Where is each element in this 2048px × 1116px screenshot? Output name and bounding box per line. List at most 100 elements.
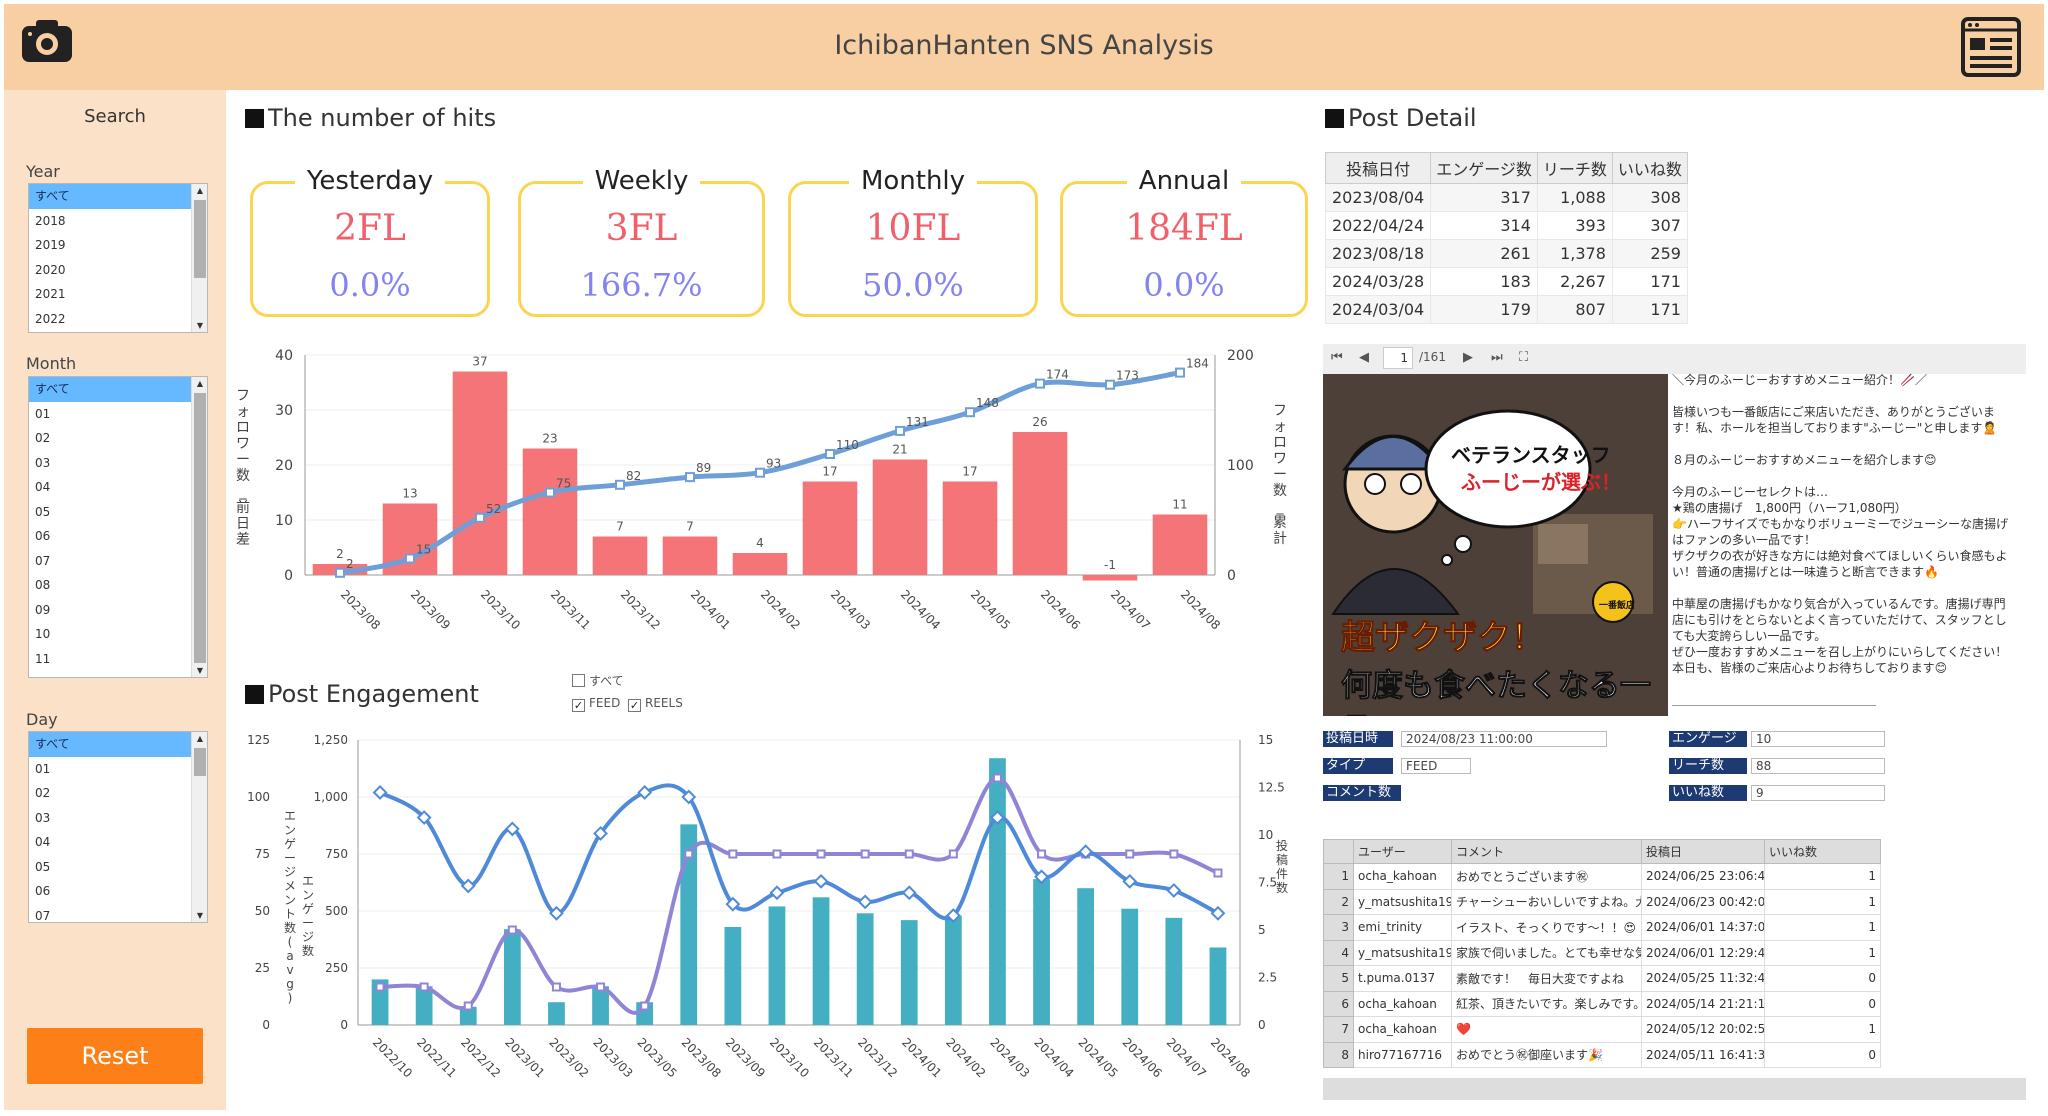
post-image[interactable]: ベテランスタッフ ふーじーが選ぶ！ 一番飯店 超ザクザク！ 何度も食べたくなる一… — [1323, 374, 1668, 716]
line-point[interactable] — [615, 479, 625, 490]
engagement-avg-point[interactable] — [945, 908, 961, 923]
day-option[interactable]: 06 — [35, 884, 51, 898]
scroll-up-icon[interactable]: ▲ — [196, 379, 204, 388]
post-count-point[interactable] — [507, 925, 517, 935]
table-row[interactable]: 6 ocha_kahoan 紅茶、頂きたいです。楽しみです。 2024/05/14 2… — [1323, 990, 1881, 1017]
bar[interactable] — [459, 1006, 477, 1025]
bar[interactable] — [592, 536, 648, 576]
column-header[interactable]: エンゲージ数 — [1430, 152, 1538, 184]
prev-page-icon[interactable]: ◀ — [1359, 350, 1369, 365]
table-row[interactable]: 2y_matsushita1990チャーシューおいしいですよね。大好きです！20… — [1323, 888, 1881, 915]
line-point[interactable] — [545, 487, 555, 498]
column-header[interactable]: 投稿日付 — [1324, 152, 1432, 184]
bar[interactable] — [802, 481, 858, 576]
line-point[interactable] — [1175, 367, 1185, 378]
engagement-avg-point[interactable] — [1166, 883, 1182, 898]
year-option[interactable]: すべて — [29, 184, 207, 209]
bar[interactable] — [724, 926, 742, 1025]
table-row[interactable]: 2024/03/04 179 807 171 — [1324, 295, 1688, 324]
post-count-point[interactable] — [684, 849, 694, 859]
post-count-point[interactable] — [419, 982, 429, 992]
engagement-avg-point[interactable] — [1210, 905, 1226, 921]
filter-all-checkbox[interactable]: すべて — [572, 672, 624, 689]
engagement-avg-point[interactable] — [1122, 873, 1138, 889]
bar[interactable] — [872, 459, 928, 576]
scroll-down-icon[interactable]: ▼ — [196, 911, 204, 920]
bar[interactable] — [942, 481, 998, 576]
month-scrollbar[interactable]: ▲ ▼ — [191, 377, 207, 677]
engagement-avg-point[interactable] — [901, 885, 917, 901]
year-listbox[interactable]: すべて 2018 2019 2020 2021 2022 ▲ ▼ — [28, 183, 208, 333]
day-option[interactable]: 07 — [35, 908, 51, 923]
engagement-avg-point[interactable] — [504, 821, 520, 837]
line-point[interactable] — [405, 553, 415, 564]
page-number-input[interactable]: 1 — [1383, 347, 1413, 369]
post-count-point[interactable] — [948, 849, 958, 859]
bar[interactable] — [1152, 514, 1208, 576]
post-count-point[interactable] — [375, 982, 385, 992]
bar[interactable] — [768, 906, 786, 1025]
line-point[interactable] — [825, 449, 835, 459]
table-row[interactable]: 8 hiro77167716 おめでとう㊗御座います🎉 2024/05/11 16:4… — [1323, 1041, 1881, 1068]
month-option[interactable]: 02 — [35, 431, 51, 445]
column-header[interactable]: いいね数 — [1764, 839, 1881, 864]
bar[interactable] — [1077, 888, 1095, 1025]
engagement-avg-point[interactable] — [593, 826, 608, 841]
bar[interactable] — [1165, 917, 1183, 1025]
line-point[interactable] — [1105, 379, 1115, 390]
bar[interactable] — [1209, 947, 1227, 1025]
bar[interactable] — [662, 536, 718, 576]
post-count-point[interactable] — [904, 849, 914, 859]
engagement-avg-point[interactable] — [372, 785, 388, 800]
month-option[interactable]: 10 — [35, 627, 51, 641]
table-row[interactable]: 2024/03/28 183 2,267 171 — [1324, 267, 1688, 296]
engagement-avg-point[interactable] — [1078, 844, 1094, 860]
month-option[interactable]: 11 — [35, 651, 51, 666]
bar[interactable] — [812, 897, 830, 1025]
scroll-down-icon[interactable]: ▼ — [196, 321, 204, 330]
month-option[interactable]: 07 — [35, 553, 51, 568]
engagement-avg-point[interactable] — [637, 785, 653, 800]
table-row[interactable]: 7 ocha_kahoan ❤️ 2024/05/12 20:02:59 1 — [1323, 1016, 1881, 1043]
bar[interactable] — [1121, 908, 1139, 1025]
bar[interactable] — [522, 448, 578, 576]
table-row[interactable]: 2023/08/18 261 1,378 259 — [1324, 239, 1688, 268]
year-option[interactable]: 2019 — [35, 238, 66, 252]
post-count-point[interactable] — [640, 1001, 650, 1011]
bar[interactable] — [680, 824, 698, 1025]
engagement-avg-point[interactable] — [416, 810, 432, 825]
post-count-point[interactable] — [463, 1001, 473, 1011]
post-count-point[interactable] — [1213, 868, 1223, 878]
month-option[interactable]: 08 — [35, 578, 51, 592]
bar[interactable] — [415, 986, 433, 1025]
bar[interactable] — [452, 371, 508, 576]
bar[interactable] — [548, 1002, 565, 1025]
column-header[interactable] — [1323, 839, 1354, 864]
post-count-point[interactable] — [596, 982, 606, 992]
table-row[interactable]: 3 emi_trinity イラスト、そっくりです～！！😍 2024/06/01 14… — [1323, 914, 1881, 941]
year-option[interactable]: 2018 — [35, 213, 66, 228]
comments-scrollbar[interactable] — [1323, 1078, 2026, 1100]
day-option[interactable]: 04 — [35, 835, 51, 849]
post-count-point[interactable] — [816, 849, 826, 859]
first-page-icon[interactable]: ⏮ — [1331, 350, 1343, 365]
engagement-avg-point[interactable] — [460, 878, 476, 894]
month-option[interactable]: 03 — [35, 455, 51, 470]
day-option[interactable]: すべて — [29, 732, 207, 757]
month-option[interactable]: 05 — [35, 504, 51, 519]
day-scrollbar[interactable]: ▲ ▼ — [191, 732, 207, 922]
year-option[interactable]: 2022 — [35, 311, 66, 326]
table-row[interactable]: 1 ocha_kahoan おめでとうございます㊗ 2024/06/25 23:06:… — [1323, 863, 1881, 890]
bar[interactable] — [1033, 879, 1050, 1025]
year-option[interactable]: 2021 — [35, 287, 66, 301]
engagement-avg-point[interactable] — [681, 789, 697, 805]
day-listbox[interactable]: すべて 01 02 03 04 05 06 07 ▲ ▼ — [28, 731, 208, 923]
engagement-avg-point[interactable] — [549, 905, 564, 921]
post-count-point[interactable] — [1169, 849, 1179, 859]
line-point[interactable] — [965, 407, 975, 418]
filter-feed-checkbox[interactable]: ✓ FEED — [572, 696, 621, 712]
bar[interactable] — [989, 758, 1006, 1025]
bar[interactable] — [1082, 575, 1138, 581]
bar[interactable] — [1012, 432, 1068, 575]
next-page-icon[interactable]: ▶ — [1463, 350, 1473, 365]
